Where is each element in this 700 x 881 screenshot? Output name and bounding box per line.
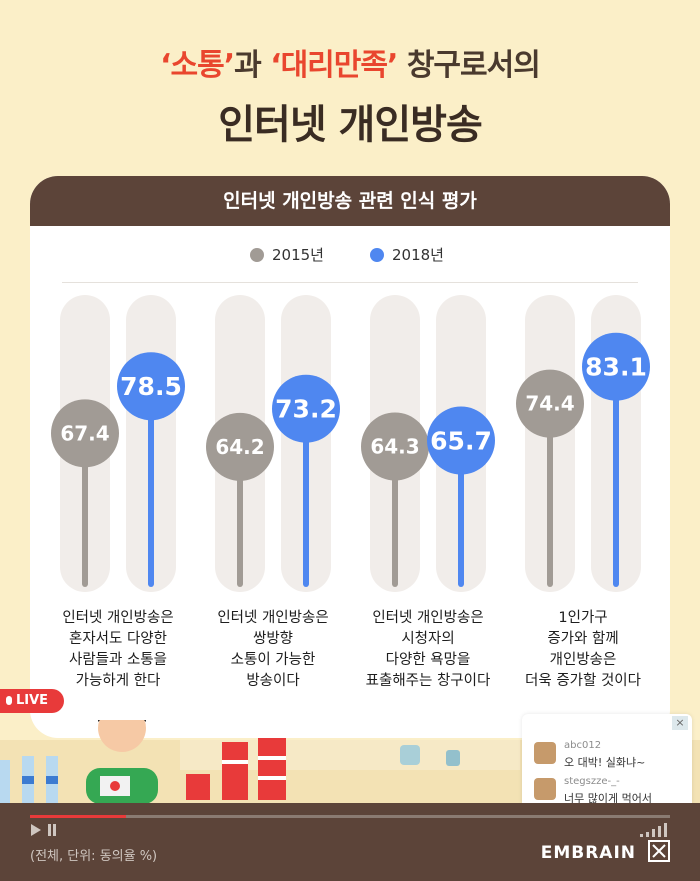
headline-highlight-2: ‘대리만족’ <box>270 48 398 83</box>
legend-label-2018: 2018년 <box>392 246 444 264</box>
headline-connector: 과 <box>234 48 271 83</box>
live-label: LIVE <box>16 693 49 708</box>
legend-dot-2015 <box>250 248 264 262</box>
data-label: 64.3 <box>370 434 419 458</box>
chat-username: stegszze-_- <box>564 776 620 787</box>
legend-divider <box>62 282 638 283</box>
chat-text: 오 대박! 실화냐~ <box>564 756 646 769</box>
lollipop-head <box>51 399 119 468</box>
water-bottles-illustration <box>0 756 58 804</box>
category-label: 인터넷 개인방송은 시청자의 다양한 욕망을 표출해주는 창구이다 <box>365 610 491 689</box>
lollipop-head <box>582 332 650 401</box>
play-icon[interactable] <box>31 824 41 836</box>
lollipop-head <box>516 369 584 438</box>
chart-legend: 2015년 2018년 <box>0 244 700 266</box>
live-badge: LIVE <box>0 689 64 713</box>
headline-line1: ‘소통’과 ‘대리만족’ 창구로서의 <box>0 40 700 84</box>
lollipop-head <box>206 412 274 481</box>
data-label: 73.2 <box>275 395 337 424</box>
category-label: 인터넷 개인방송은 쌍방향 소통이 가능한 방송이다 <box>217 610 329 689</box>
data-label: 65.7 <box>430 427 492 456</box>
progress-fill <box>30 815 126 818</box>
chart-title: 인터넷 개인방송 관련 인식 평가 <box>30 176 670 226</box>
chat-message: stegszze-_- 너무 많이게 먹어서 <box>534 776 684 808</box>
video-player-bar: (전체, 단위: 동의율 %) EMBRAIN <box>0 803 700 881</box>
lollipop-head <box>427 406 495 475</box>
legend-label-2015: 2015년 <box>272 246 324 264</box>
headline-highlight-1: ‘소통’ <box>160 48 235 83</box>
brand-logo-icon <box>648 840 670 862</box>
lollipop-head <box>361 412 429 481</box>
live-chat-panel: × abc012 오 대박! 실화냐~ stegszze-_- 너무 많이게 먹… <box>522 714 692 805</box>
mic-icon <box>6 696 12 705</box>
headline-end: 창구로서의 <box>397 48 541 83</box>
brand-logo-text: EMBRAIN <box>540 843 636 863</box>
cup-noodles-illustration <box>186 738 286 800</box>
chat-avatar <box>534 778 556 800</box>
category-label: 1인가구 증가와 함께 개인방송은 더욱 증가할 것이다 <box>525 610 641 689</box>
signal-icon <box>640 823 670 837</box>
progress-track[interactable] <box>30 815 670 818</box>
data-label: 67.4 <box>60 421 109 445</box>
data-label: 64.2 <box>215 435 264 459</box>
pause-icon[interactable] <box>48 824 56 836</box>
chat-message: abc012 오 대박! 실화냐~ <box>534 740 684 772</box>
data-label: 74.4 <box>525 392 574 416</box>
chart-footnote: (전체, 단위: 동의율 %) <box>30 849 158 864</box>
headline-line2: 인터넷 개인방송 <box>218 102 483 148</box>
chat-avatar <box>534 742 556 764</box>
legend-dot-2018 <box>370 248 384 262</box>
lollipop-head <box>272 374 340 443</box>
person-eating-illustration <box>86 720 158 804</box>
chat-close-button[interactable]: × <box>672 716 688 730</box>
lollipop-head <box>117 352 185 421</box>
data-label: 83.1 <box>585 353 647 382</box>
category-label: 인터넷 개인방송은 혼자서도 다양한 사람들과 소통을 가능하게 한다 <box>62 610 174 689</box>
chat-text: 너무 많이게 먹어서 <box>564 792 652 805</box>
data-label: 78.5 <box>120 372 182 401</box>
chat-username: abc012 <box>564 740 602 751</box>
